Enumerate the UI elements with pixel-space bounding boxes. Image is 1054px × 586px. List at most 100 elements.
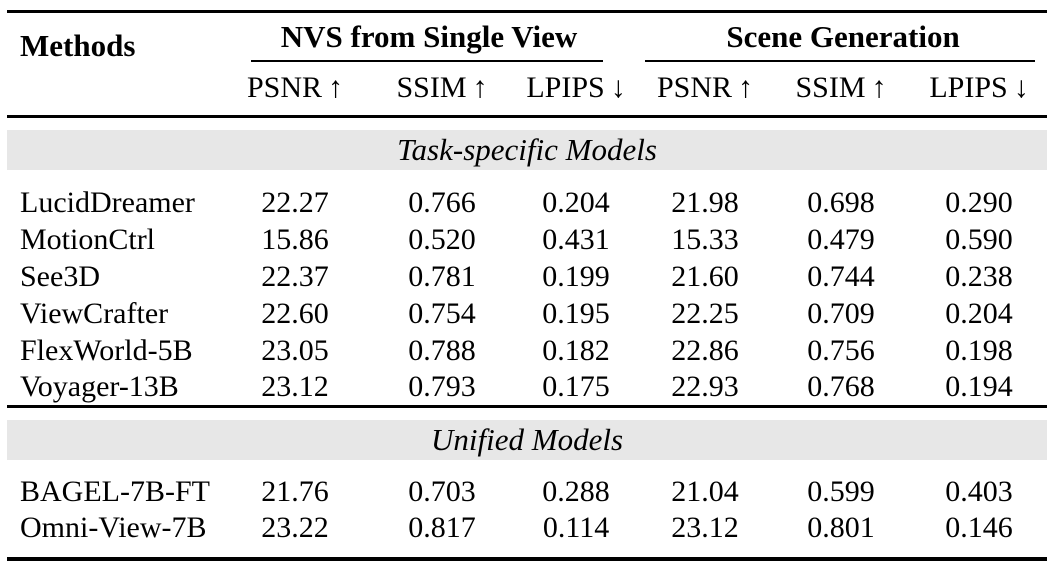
metric-value: 0.290 [945,185,1013,219]
metric-value: 0.403 [945,475,1013,508]
metric-value: 0.590 [945,222,1013,256]
method-name: MotionCtrl [20,222,156,256]
metric-value: 0.754 [408,296,476,330]
metric-header-scene-psnr: PSNR ↑ [639,62,771,117]
metric-value: 23.22 [261,510,329,544]
table-row-see3d: See3D 22.37 0.781 0.199 21.60 0.744 0.23… [7,258,1047,295]
table-row-motionctrl: MotionCtrl 15.86 0.520 0.431 15.33 0.479… [7,221,1047,258]
metric-header-nvs-ssim: SSIM ↑ [371,62,513,117]
metric-value: 22.60 [261,296,329,330]
down-arrow-icon: ↓ [610,71,626,105]
metric-value: 23.05 [261,333,329,367]
metric-header-scene-ssim: SSIM ↑ [771,62,911,117]
metric-header-nvs-lpips: LPIPS ↓ [513,62,639,117]
metric-value: 0.114 [542,510,610,544]
table-row-viewcrafter: ViewCrafter 22.60 0.754 0.195 22.25 0.70… [7,295,1047,332]
metric-value: 22.86 [671,333,739,367]
table-row-bagel-7b-ft: BAGEL-7B-FT 21.76 0.703 0.288 21.04 0.59… [7,474,1047,511]
metric-header-nvs-psnr: PSNR ↑ [219,62,371,117]
metric-name: PSNR [657,71,733,105]
metric-value: 23.12 [671,510,739,544]
metric-value: 0.756 [807,333,875,367]
up-arrow-icon: ↑ [328,71,344,105]
metric-value: 0.204 [945,296,1013,330]
metric-value: 0.766 [408,185,476,219]
group-header-nvs: NVS from Single View [219,12,639,62]
metric-name: SSIM [795,71,866,105]
table-row-luciddreamer: LucidDreamer 22.27 0.766 0.204 21.98 0.6… [7,184,1047,221]
metric-value: 0.431 [542,222,610,256]
metric-value: 0.198 [945,333,1013,367]
metric-value: 22.93 [671,369,739,403]
metric-value: 21.60 [671,259,739,293]
section-band-row: Task-specific Models [7,117,1048,185]
metric-value: 0.744 [807,259,875,293]
method-name: See3D [20,259,100,293]
metric-value: 0.238 [945,259,1013,293]
metric-value: 0.788 [408,333,476,367]
metric-value: 22.27 [261,185,329,219]
section-title-task-specific: Task-specific Models [7,130,1048,170]
metric-value: 0.709 [807,296,875,330]
metric-value: 0.175 [542,369,610,403]
section-band-cell: Task-specific Models [7,117,1048,185]
metric-value: 0.703 [408,475,476,508]
metric-value: 0.195 [542,296,610,330]
metric-value: 0.146 [945,510,1013,544]
metric-value: 0.520 [408,222,476,256]
metric-name: LPIPS [526,71,605,105]
table-row-flexworld-5b: FlexWorld-5B 23.05 0.788 0.182 22.86 0.7… [7,332,1047,369]
group-header-nvs-label: NVS from Single View [280,19,578,55]
metric-value: 23.12 [261,369,329,403]
methods-column-header: Methods [20,28,136,63]
up-arrow-icon: ↑ [871,71,887,105]
method-name: Omni-View-7B [20,510,207,544]
section-task-specific: Task-specific Models LucidDreamer 22.27 … [7,117,1048,407]
metric-value: 0.479 [807,222,875,256]
metric-value: 21.04 [671,475,739,508]
metric-value: 15.33 [671,222,739,256]
metric-value: 0.194 [945,369,1013,403]
metric-value: 0.204 [542,185,610,219]
method-name: LucidDreamer [20,185,195,219]
metric-value: 0.817 [408,510,476,544]
metric-value: 21.76 [261,475,329,508]
metric-value: 15.86 [261,222,329,256]
metric-value: 0.698 [807,185,875,219]
metric-value: 21.98 [671,185,739,219]
metric-value: 22.37 [261,259,329,293]
benchmark-results-table: Methods NVS from Single View Scene Gener… [7,10,1048,561]
table-row-voyager-13b: Voyager-13B 23.12 0.793 0.175 22.93 0.76… [7,369,1047,406]
metric-value: 0.793 [408,369,476,403]
metric-header-row: PSNR ↑ SSIM ↑ LPIPS ↓ PSNR ↑ SSIM ↑ LPIPS ↓ [7,62,1047,117]
metric-value: 0.182 [542,333,610,367]
metric-header-scene-lpips: LPIPS ↓ [911,62,1047,117]
metric-name: SSIM [396,71,467,105]
metric-name: PSNR [246,71,323,105]
metric-value: 0.768 [807,369,875,403]
table-row-omni-view-7b: Omni-View-7B 23.22 0.817 0.114 23.12 0.8… [7,511,1047,559]
metric-value: 0.801 [807,510,875,544]
group-header-row: Methods NVS from Single View Scene Gener… [7,12,1047,63]
down-arrow-icon: ↓ [1013,71,1029,105]
table-header: Methods NVS from Single View Scene Gener… [7,12,1048,117]
section-unified: Unified Models BAGEL-7B-FT 21.76 0.703 0… [7,404,1048,559]
metric-name: LPIPS [929,71,1008,105]
method-name: ViewCrafter [20,296,169,330]
metric-value: 22.25 [671,296,739,330]
metric-value: 0.199 [542,259,610,293]
group-header-scene: Scene Generation [639,12,1047,62]
method-name: FlexWorld-5B [20,333,193,367]
up-arrow-icon: ↑ [738,71,754,105]
section-band-cell: Unified Models [7,404,1048,474]
method-name: BAGEL-7B-FT [20,475,210,508]
metric-value: 0.781 [408,259,476,293]
up-arrow-icon: ↑ [472,71,488,105]
metric-value: 0.288 [542,475,610,508]
section-band-row: Unified Models [7,404,1048,474]
group-header-scene-label: Scene Generation [726,19,960,55]
method-name: Voyager-13B [20,369,179,403]
metric-value: 0.599 [807,475,875,508]
section-title-unified: Unified Models [7,419,1048,460]
